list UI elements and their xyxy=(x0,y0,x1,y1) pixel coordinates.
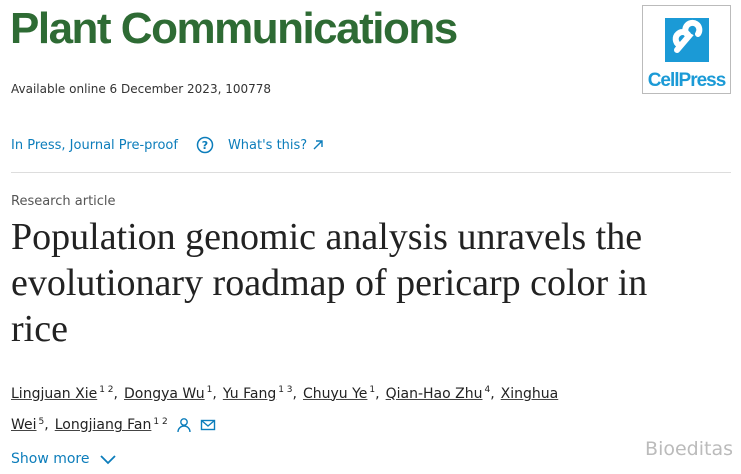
article-title: Population genomic analysis unravels the… xyxy=(11,216,648,350)
affiliation: 1 3 xyxy=(278,385,293,395)
affiliation: 1 2 xyxy=(99,385,114,395)
help-link[interactable]: ? What's this? xyxy=(196,136,325,154)
help-icon: ? xyxy=(196,136,214,154)
author[interactable]: Dongya Wu 1 xyxy=(124,385,223,402)
logo-text: CellPress xyxy=(647,70,727,91)
person-icon[interactable] xyxy=(176,417,192,433)
status-row: In Press, Journal Pre-proof ? What's thi… xyxy=(11,136,325,154)
svg-text:?: ? xyxy=(202,139,208,152)
affiliation: 4 xyxy=(484,385,491,395)
journal-title[interactable]: Plant Communications xyxy=(10,4,458,53)
author-name: Yu Fang xyxy=(222,385,277,402)
author[interactable]: Chuyu Ye 1 xyxy=(302,385,386,402)
author[interactable]: Lingjuan Xie 1 2 xyxy=(11,385,124,402)
publisher-logo[interactable]: CellPress xyxy=(642,5,731,94)
article-type: Research article xyxy=(11,194,116,209)
status-link[interactable]: In Press, Journal Pre-proof xyxy=(11,137,178,153)
author[interactable]: Qian-Hao Zhu 4 xyxy=(385,385,501,402)
divider xyxy=(11,172,731,173)
author-name: Lingjuan Xie xyxy=(11,385,98,402)
affiliation: 1 xyxy=(206,385,213,395)
help-text: What's this? xyxy=(227,137,308,153)
author-icons xyxy=(176,417,216,433)
author-name: Qian-Hao Zhu xyxy=(385,385,483,402)
affiliation: 5 xyxy=(38,416,45,427)
external-icon xyxy=(313,140,323,150)
logo-mark xyxy=(665,18,709,62)
show-more[interactable]: Show more xyxy=(11,451,118,467)
mail-icon[interactable] xyxy=(200,417,216,433)
author-name: Chuyu Ye xyxy=(302,385,368,402)
author-name: Longjiang Fan xyxy=(54,417,152,434)
availability: Available online 6 December 2023, 100778 xyxy=(11,82,272,96)
affiliation: 1 xyxy=(369,385,376,395)
show-more-text: Show more xyxy=(11,451,90,467)
author-name: Dongya Wu xyxy=(124,385,205,402)
watermark: Bioeditas xyxy=(645,438,733,460)
author-name: Xinghua Wei xyxy=(11,385,559,434)
chevron-icon xyxy=(99,455,116,465)
author[interactable]: Longjiang Fan 1 2 xyxy=(55,417,216,433)
affiliation: 1 2 xyxy=(153,416,168,427)
author[interactable]: Yu Fang 1 3 xyxy=(222,385,303,402)
